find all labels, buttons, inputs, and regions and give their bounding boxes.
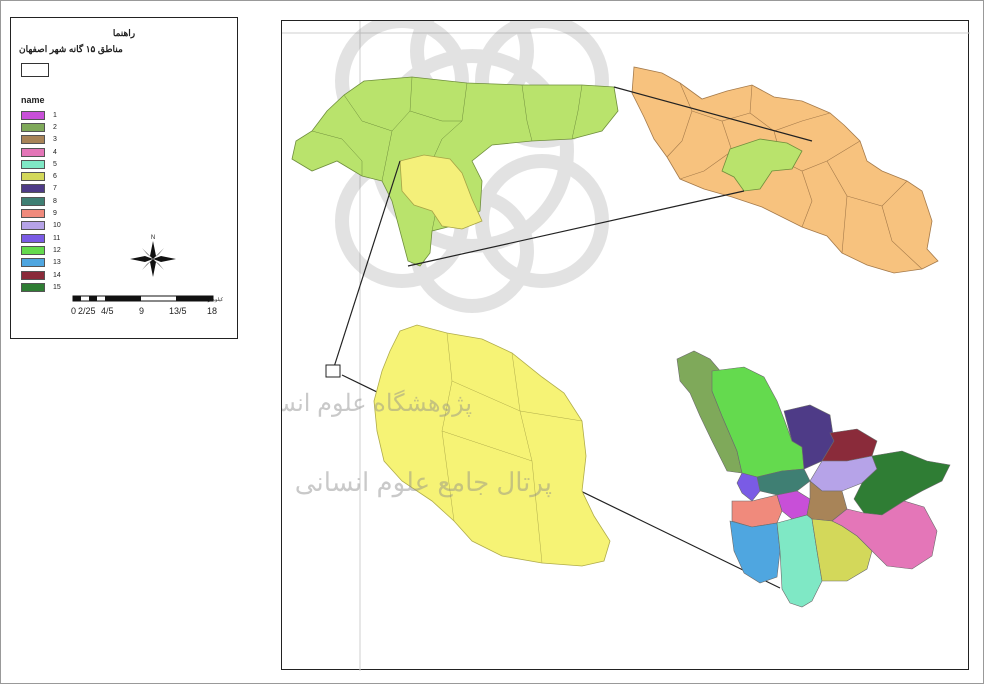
map-canvas: پژوهشگاه علوم انسانی و مطالعات فرهنگی پر… bbox=[44, 0, 970, 671]
scale-bar: کیلومتر 0 2/25 4/5 9 13/5 18 bbox=[71, 295, 224, 316]
compass-rose-icon: N bbox=[130, 235, 176, 277]
legend-field-name: name bbox=[21, 95, 45, 105]
legend-label: 13 bbox=[53, 259, 61, 267]
scale-label: 2/25 bbox=[78, 306, 96, 316]
scale-label: 13/5 bbox=[169, 306, 187, 316]
scale-label: 18 bbox=[207, 306, 217, 316]
county-region-shape bbox=[373, 324, 611, 567]
legend-swatch bbox=[21, 221, 45, 231]
scale-label: 0 bbox=[71, 306, 76, 316]
legend-label: 7 bbox=[53, 185, 57, 193]
legend-item: 6 bbox=[21, 170, 61, 182]
legend-swatch bbox=[21, 233, 45, 243]
watermark-text-2: پرتال جامع علوم انسانی bbox=[295, 467, 552, 498]
legend-swatch bbox=[21, 110, 45, 120]
legend-swatch bbox=[21, 122, 45, 132]
legend-heading: راهنما bbox=[112, 28, 136, 38]
legend-label: 15 bbox=[53, 283, 61, 291]
legend-label: 11 bbox=[53, 234, 61, 242]
legend-item: 5 bbox=[21, 158, 61, 170]
legend-label: 9 bbox=[53, 210, 57, 218]
legend-label: 12 bbox=[53, 246, 61, 254]
city-regions bbox=[676, 350, 951, 608]
legend-item: 14 bbox=[21, 269, 61, 281]
scale-unit: کیلومتر bbox=[207, 297, 224, 303]
legend-item: 4 bbox=[21, 146, 61, 158]
legend-outline-swatch bbox=[21, 63, 49, 77]
legend-item: 9 bbox=[21, 207, 61, 219]
legend-layer-title: مناطق ۱۵ گانه شهر اصفهان bbox=[19, 44, 123, 54]
legend-label: 10 bbox=[53, 222, 61, 230]
city-region-13 bbox=[729, 520, 781, 584]
scale-label: 9 bbox=[139, 306, 144, 316]
legend-swatch bbox=[21, 196, 45, 206]
legend-label: 14 bbox=[53, 271, 61, 279]
legend-swatch bbox=[21, 245, 45, 255]
legend-item: 12 bbox=[21, 244, 61, 256]
country-province-borders bbox=[666, 82, 923, 270]
legend-label: 5 bbox=[53, 160, 57, 168]
isfahan-province-highlight bbox=[721, 138, 803, 192]
legend-label: 3 bbox=[53, 136, 57, 144]
legend-swatch bbox=[21, 258, 45, 268]
county-inner-borders bbox=[441, 332, 583, 564]
legend-swatch bbox=[21, 172, 45, 182]
legend-item: 1 bbox=[21, 109, 61, 121]
legend-label: 4 bbox=[53, 148, 57, 156]
legend-label: 6 bbox=[53, 173, 57, 181]
legend-swatch bbox=[21, 135, 45, 145]
city-region-6 bbox=[811, 518, 873, 582]
legend-item: 3 bbox=[21, 134, 61, 146]
inset-locator-box bbox=[325, 364, 341, 378]
legend-items: 1 2 3 4 5 6 7 8 9 10 11 12 13 14 15 bbox=[21, 109, 61, 293]
legend-swatch bbox=[21, 209, 45, 219]
legend-swatch bbox=[21, 184, 45, 194]
legend-label: 1 bbox=[53, 111, 57, 119]
isfahan-county-highlight bbox=[399, 154, 483, 230]
legend-item: 13 bbox=[21, 257, 61, 269]
legend-swatch bbox=[21, 270, 45, 280]
city-region-9 bbox=[731, 494, 783, 528]
legend-item: 15 bbox=[21, 281, 61, 293]
legend-swatch bbox=[21, 147, 45, 157]
legend-label: 2 bbox=[53, 123, 57, 131]
scale-label: 4/5 bbox=[101, 306, 114, 316]
legend-item: 2 bbox=[21, 121, 61, 133]
north-label: N bbox=[151, 235, 155, 241]
legend-label: 8 bbox=[53, 197, 57, 205]
legend-box: راهنما مناطق ۱۵ گانه شهر اصفهان name 1 2… bbox=[10, 17, 238, 339]
map-frame: پژوهشگاه علوم انسانی و مطالعات فرهنگی پر… bbox=[44, 0, 970, 671]
legend-swatch bbox=[21, 159, 45, 169]
legend-item: 7 bbox=[21, 183, 61, 195]
legend-item: 10 bbox=[21, 220, 61, 232]
legend-swatch bbox=[21, 282, 45, 292]
legend-item: 8 bbox=[21, 195, 61, 207]
legend-item: 11 bbox=[21, 232, 61, 244]
city-region-5 bbox=[776, 514, 823, 608]
city-region-8 bbox=[756, 468, 811, 496]
